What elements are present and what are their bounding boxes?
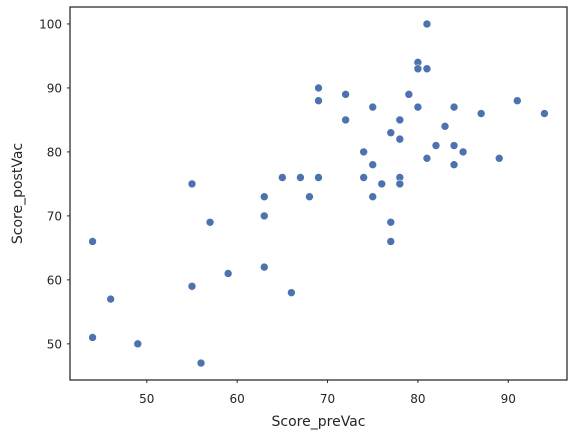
data-point — [494, 154, 504, 163]
y-axis-label: Score_postVac — [10, 143, 26, 244]
data-point — [395, 179, 405, 189]
data-point — [395, 115, 405, 125]
data-point — [422, 154, 432, 163]
x-tick-label: 60 — [230, 392, 245, 406]
data-point — [449, 141, 459, 150]
data-point — [296, 173, 305, 182]
data-point — [106, 294, 115, 304]
x-axis-label: Score_preVac — [272, 414, 366, 430]
data-point — [368, 192, 378, 201]
data-point — [458, 147, 468, 157]
data-point — [368, 102, 378, 112]
y-tick-label: 80 — [47, 145, 62, 159]
data-point — [368, 160, 378, 170]
data-point — [422, 19, 432, 29]
data-point — [88, 237, 97, 246]
data-point — [422, 64, 432, 74]
data-points — [88, 19, 549, 368]
data-point — [205, 217, 215, 227]
y-tick-label: 60 — [47, 273, 62, 287]
data-point — [359, 147, 368, 157]
data-point — [314, 83, 323, 93]
y-tick-label: 100 — [39, 17, 62, 31]
data-point — [259, 192, 269, 201]
data-point — [449, 160, 459, 170]
data-point — [395, 134, 405, 144]
x-tick-label: 80 — [410, 392, 425, 406]
data-point — [341, 90, 350, 99]
data-point — [377, 179, 387, 189]
data-point — [449, 102, 459, 112]
y-tick-label: 50 — [47, 337, 62, 351]
data-point — [476, 109, 486, 118]
data-point — [196, 358, 206, 368]
data-point — [413, 102, 423, 112]
data-point — [386, 237, 396, 246]
data-point — [341, 115, 350, 125]
plot-frame — [69, 6, 568, 381]
data-point — [259, 262, 269, 272]
x-tick-label: 90 — [501, 392, 516, 406]
data-point — [278, 173, 287, 182]
x-tick-label: 50 — [139, 392, 154, 406]
x-tick-label: 70 — [320, 392, 335, 406]
data-point — [259, 211, 269, 221]
data-point — [187, 179, 197, 189]
data-point — [440, 122, 450, 131]
data-point — [223, 269, 233, 278]
data-point — [187, 281, 197, 291]
data-point — [386, 128, 396, 138]
y-tick-label: 70 — [47, 209, 62, 223]
data-point — [404, 90, 414, 99]
y-axis-ticks: 50 60 70 80 90 100 — [39, 17, 70, 351]
data-point — [431, 141, 441, 150]
y-tick-label: 90 — [47, 81, 62, 95]
plot-area — [69, 6, 568, 381]
data-point — [540, 109, 549, 118]
data-point — [359, 173, 368, 182]
data-point — [314, 96, 323, 106]
data-point — [133, 339, 143, 349]
data-point — [305, 192, 314, 201]
data-point — [413, 64, 423, 74]
x-axis-ticks: 50 60 70 80 90 — [139, 380, 516, 406]
data-point — [88, 333, 97, 342]
data-point — [386, 217, 396, 227]
data-point — [314, 173, 323, 182]
data-point — [287, 288, 296, 297]
data-point — [512, 96, 522, 106]
